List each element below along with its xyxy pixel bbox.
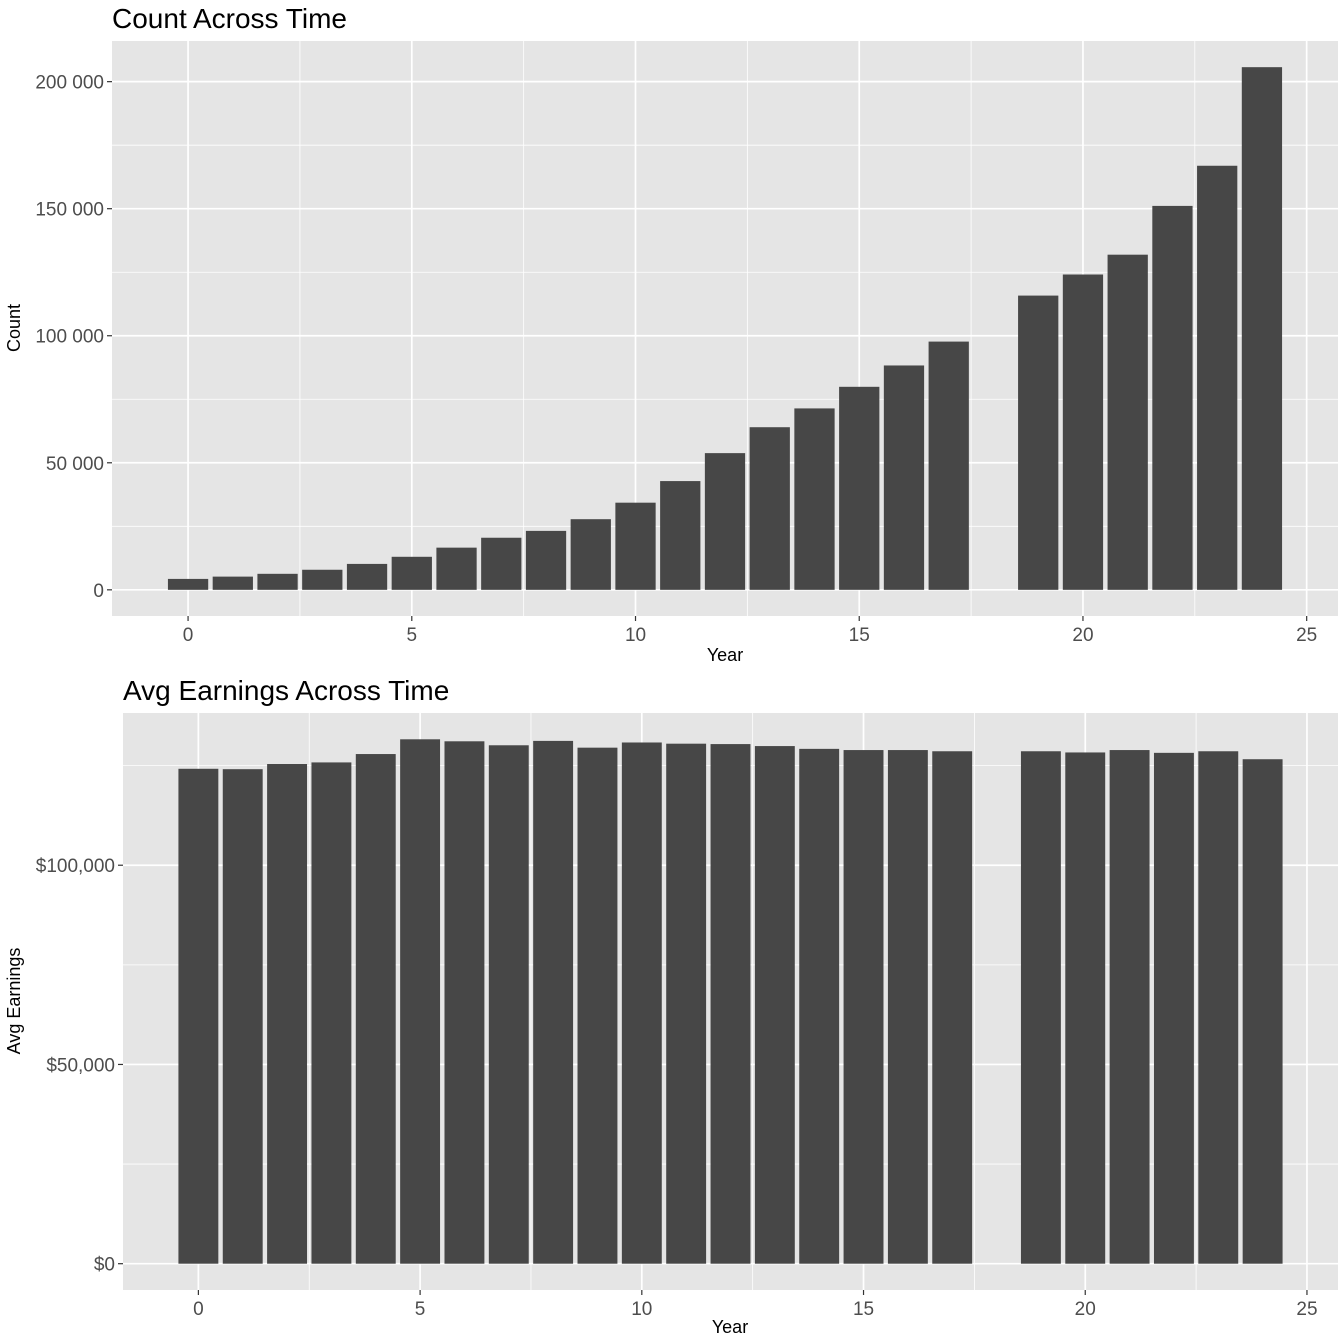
chart-title: Avg Earnings Across Time — [123, 675, 449, 706]
bar-year-0 — [167, 578, 209, 590]
bar-year-0 — [178, 768, 219, 1264]
bar-year-2 — [267, 764, 308, 1264]
bar-year-12 — [704, 453, 746, 590]
bar-year-19 — [1018, 295, 1059, 590]
count-chart: Count Across Time 0 50 000 100 000 150 000 2… — [4, 3, 1338, 665]
bar-year-19 — [1020, 751, 1061, 1264]
bar-year-3 — [302, 569, 343, 590]
y-axis-title: Avg Earnings — [4, 948, 24, 1055]
grid-lines — [112, 41, 1338, 616]
x-tick-label: 25 — [1296, 625, 1317, 646]
bars — [167, 67, 1283, 590]
y-axis: 0 50 000 100 000 150 000 200 000 — [35, 73, 112, 602]
bar-year-9 — [570, 519, 611, 590]
bar-year-17 — [932, 751, 973, 1264]
y-tick-label: 150 000 — [35, 200, 104, 221]
bar-year-5 — [400, 739, 441, 1264]
bar-year-20 — [1062, 274, 1104, 590]
bar-year-12 — [710, 744, 751, 1264]
bar-year-22 — [1153, 752, 1194, 1264]
bar-year-24 — [1241, 67, 1283, 590]
x-axis-title: Year — [707, 645, 743, 665]
x-tick-label: 10 — [631, 1299, 652, 1320]
x-axis: 0 5 10 15 20 25 — [193, 1290, 1318, 1320]
y-tick-label: $0 — [94, 1255, 115, 1276]
y-tick-label: 200 000 — [35, 73, 104, 94]
bar-year-8 — [533, 740, 574, 1264]
bar-year-5 — [391, 556, 432, 590]
bar-year-8 — [525, 530, 567, 590]
x-tick-label: 5 — [415, 1299, 426, 1320]
x-tick-label: 0 — [193, 1299, 204, 1320]
x-tick-label: 25 — [1296, 1299, 1317, 1320]
bar-year-6 — [436, 547, 477, 590]
bar-year-9 — [577, 747, 618, 1264]
bar-year-3 — [311, 762, 352, 1264]
bar-year-15 — [843, 750, 884, 1264]
bar-year-21 — [1107, 254, 1148, 590]
x-tick-label: 5 — [406, 625, 417, 646]
bar-year-14 — [794, 408, 835, 590]
bar-year-10 — [621, 742, 662, 1264]
bar-year-20 — [1065, 752, 1106, 1264]
bar-year-7 — [488, 745, 529, 1264]
bar-year-1 — [212, 576, 253, 590]
y-tick-label: 100 000 — [35, 327, 104, 348]
bar-year-24 — [1242, 759, 1283, 1264]
bar-year-11 — [666, 743, 707, 1264]
bar-year-4 — [346, 563, 388, 590]
bar-year-16 — [883, 365, 925, 590]
x-tick-label: 20 — [1072, 625, 1093, 646]
bar-year-23 — [1198, 751, 1239, 1264]
bar-year-23 — [1197, 165, 1238, 590]
bar-year-6 — [444, 741, 485, 1264]
x-tick-label: 20 — [1075, 1299, 1096, 1320]
chart-title: Count Across Time — [112, 3, 347, 34]
bar-year-16 — [887, 750, 928, 1264]
x-tick-label: 15 — [849, 625, 870, 646]
y-tick-label: $100,000 — [36, 856, 115, 877]
x-tick-label: 15 — [853, 1299, 874, 1320]
bar-year-7 — [481, 537, 522, 590]
bar-year-11 — [660, 481, 701, 590]
y-tick-label: 50 000 — [46, 454, 104, 475]
y-tick-label: $50,000 — [46, 1055, 115, 1076]
avg-earnings-chart: Avg Earnings Across Time $0 $50,000 $100,0… — [4, 675, 1338, 1337]
bars — [178, 739, 1283, 1264]
bar-year-21 — [1109, 750, 1150, 1264]
bar-year-13 — [749, 427, 790, 590]
y-tick-label: 0 — [93, 581, 104, 602]
bar-year-10 — [615, 502, 656, 590]
bar-year-2 — [257, 573, 298, 590]
bar-year-14 — [799, 748, 840, 1264]
bar-year-1 — [222, 769, 263, 1264]
bar-year-13 — [754, 746, 795, 1264]
bar-year-15 — [839, 386, 880, 590]
x-axis-title: Year — [712, 1317, 748, 1337]
y-axis-title: Count — [4, 304, 24, 352]
x-axis: 0 5 10 15 20 25 — [183, 616, 1317, 646]
bar-year-4 — [355, 754, 396, 1264]
y-axis: $0 $50,000 $100,000 — [36, 856, 123, 1276]
bar-year-22 — [1152, 205, 1193, 590]
x-tick-label: 0 — [183, 625, 194, 646]
bar-year-17 — [928, 341, 969, 590]
x-tick-label: 10 — [625, 625, 646, 646]
